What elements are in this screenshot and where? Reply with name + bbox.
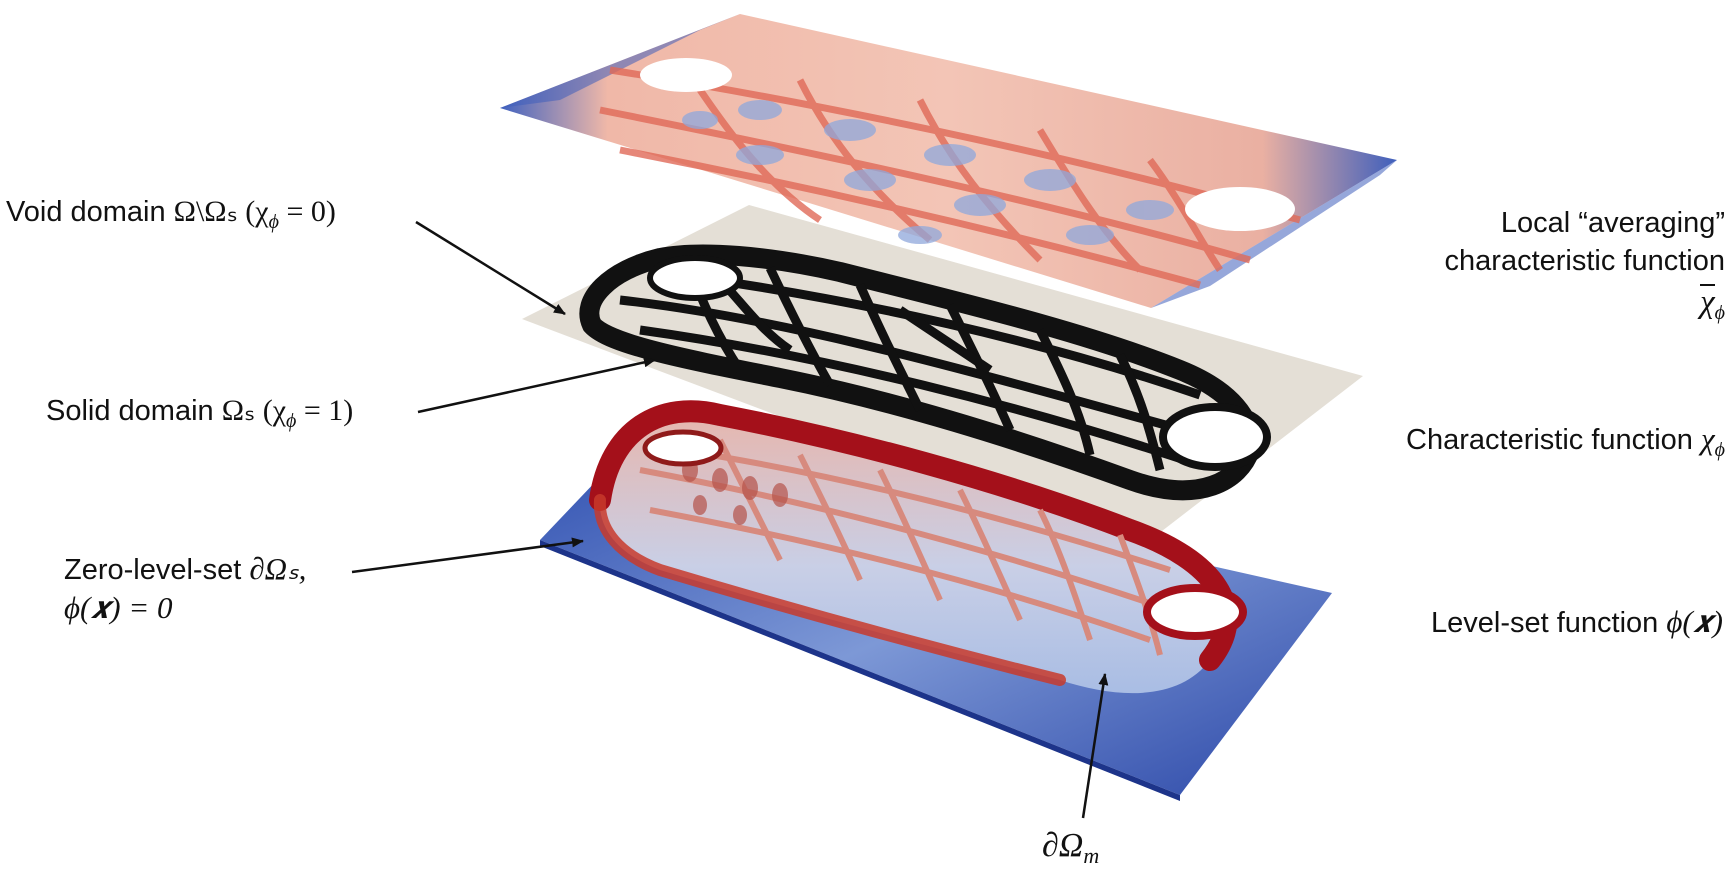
boundary-m-label: ∂Ωm [1042, 827, 1099, 875]
averaging-sub: ϕ [1714, 301, 1725, 324]
averaging-line2: characteristic function [1444, 245, 1725, 277]
averaging-line1: Local “averaging” [1500, 207, 1725, 239]
level-set-function-layer [540, 400, 1332, 801]
averaging-symbol: χ [1700, 284, 1715, 320]
solid-domain-text: Solid domain [46, 395, 222, 427]
base-hole-left [642, 429, 724, 467]
void-domain-sub: ϕ [268, 210, 279, 233]
void-domain-tail: = 0) [278, 195, 336, 228]
base-hole-right [1143, 584, 1247, 640]
zero-level-set-label: Zero-level-set ∂Ωₛ, ϕ(𝒙) = 0 [64, 550, 306, 627]
void-domain-label: Void domain Ω\Ωₛ (χϕ = 0) [6, 193, 336, 241]
level-set-function-label: Level-set function ϕ(𝒙) [1431, 603, 1723, 642]
averaging-function-label: Local “averaging” characteristic functio… [1445, 204, 1725, 332]
middle-solid-outline [579, 244, 1261, 501]
solid-domain-tail: = 1) [296, 394, 354, 427]
solid-domain-sub: ϕ [286, 409, 297, 432]
top-plane-hole-left [640, 58, 732, 92]
boundary-m-math: ∂Ω [1042, 827, 1084, 864]
level-set-red-wall [589, 400, 1238, 671]
arrow-void-domain [415, 220, 566, 316]
top-plane-blue-edge-left [500, 14, 740, 108]
zero-level-set-math: ∂Ωₛ, [249, 551, 307, 586]
boundary-m-sub: m [1083, 842, 1100, 868]
characteristic-sub: ϕ [1714, 438, 1725, 461]
top-plane-blue-edge-right [1151, 160, 1397, 308]
level-set-text: Level-set function [1431, 607, 1667, 639]
characteristic-function-layer [522, 205, 1363, 551]
callout-arrows [351, 220, 1109, 819]
void-domain-math: Ω\Ωₛ (χ [173, 195, 269, 228]
middle-plane-hole-right [1159, 403, 1271, 471]
zero-level-set-equation: ϕ(𝒙) = 0 [64, 590, 173, 625]
middle-plane-hole-left [647, 255, 743, 301]
arrow-zero-level-set [351, 537, 584, 574]
base-plane-edge [540, 540, 1180, 801]
averaging-function-layer [500, 14, 1397, 308]
solid-domain-label: Solid domain Ωₛ (χϕ = 1) [46, 392, 353, 440]
arrow-solid-domain [417, 357, 656, 414]
void-domain-text: Void domain [6, 196, 174, 228]
arrow-boundary-m [1081, 673, 1109, 819]
level-set-red-wall-lower [593, 494, 1066, 686]
characteristic-function-label: Characteristic function χϕ [1406, 420, 1725, 469]
solid-domain-math: Ωₛ (χ [221, 394, 287, 427]
level-set-math: ϕ(𝒙) [1666, 604, 1723, 639]
characteristic-text: Characteristic function [1406, 424, 1701, 456]
characteristic-symbol: χ [1701, 421, 1715, 456]
top-plane-cells [682, 100, 1174, 245]
top-plane-hole-right [1185, 187, 1295, 231]
zero-level-set-text: Zero-level-set [64, 554, 250, 586]
